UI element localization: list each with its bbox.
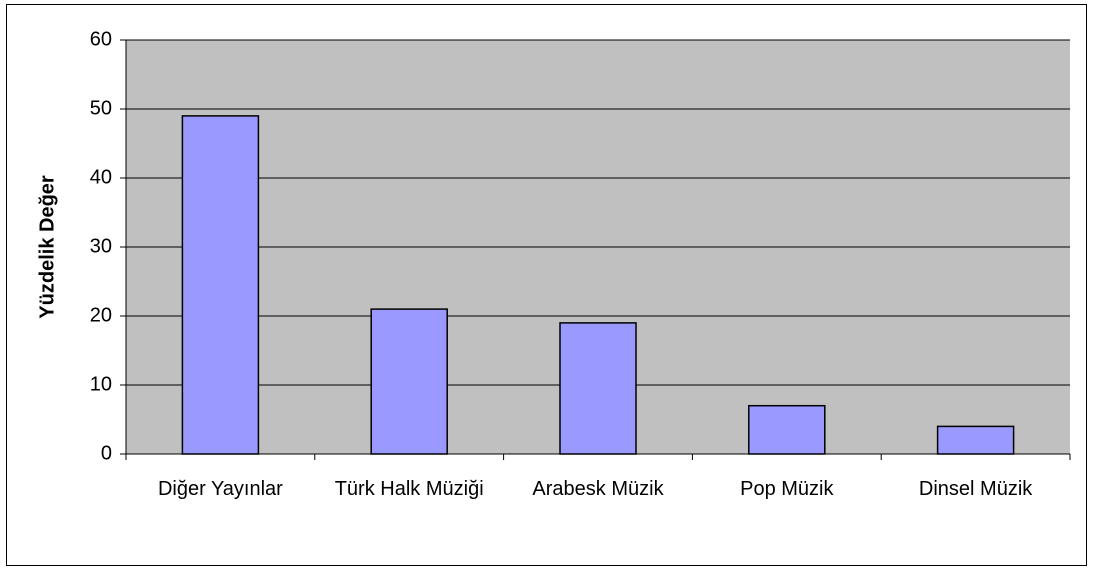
y-axis-label: Yüzdelik Değer — [36, 175, 58, 319]
y-tick-label: 0 — [101, 442, 112, 464]
y-tick-label: 10 — [90, 373, 112, 395]
y-tick-label: 30 — [90, 235, 112, 257]
y-tick-label: 60 — [90, 28, 112, 50]
bar — [370, 308, 448, 455]
y-tick-label: 20 — [90, 304, 112, 326]
x-tick-label: Dinsel Müzik — [918, 478, 1033, 500]
x-tick-label: Diğer Yayınlar — [157, 478, 283, 500]
bar — [748, 404, 826, 455]
x-tick-label: Türk Halk Müziği — [334, 478, 484, 500]
bar — [559, 322, 637, 455]
x-tick-label: Arabesk Müzik — [532, 478, 664, 500]
bar — [936, 425, 1015, 455]
bar — [181, 115, 260, 455]
y-tick-label: 40 — [90, 166, 112, 188]
y-tick-label: 50 — [90, 97, 112, 119]
x-tick-label: Pop Müzik — [740, 478, 834, 500]
